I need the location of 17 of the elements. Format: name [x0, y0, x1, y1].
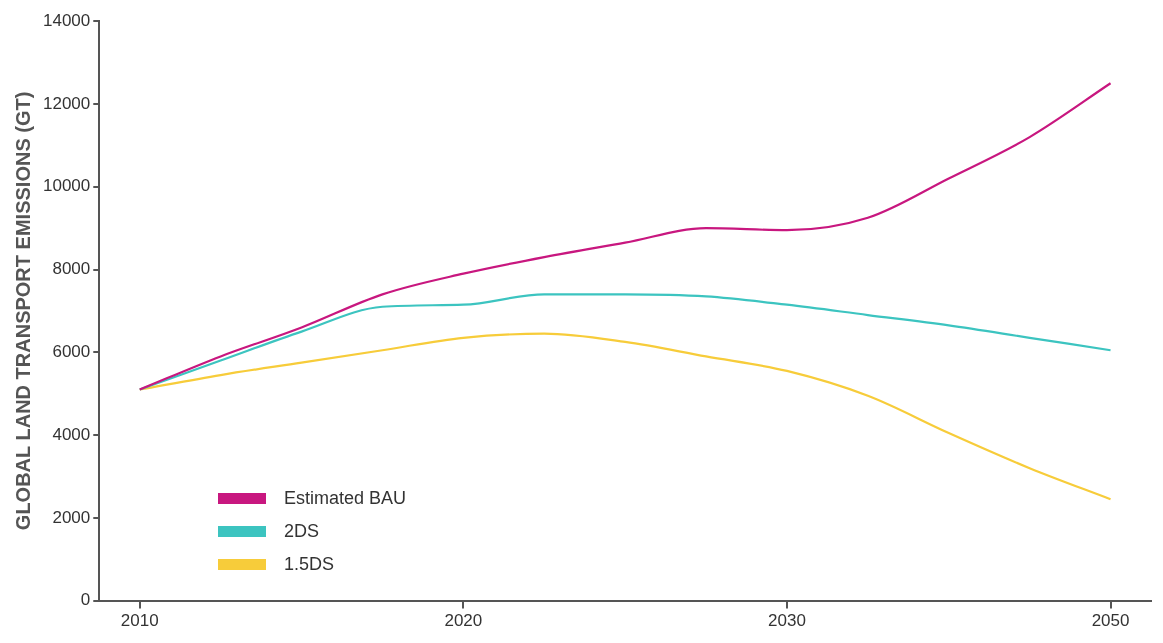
y-tick-label: 2000 — [52, 507, 91, 527]
legend-label: Estimated BAU — [284, 488, 407, 509]
y-tick-label: 10000 — [42, 176, 91, 196]
y-tick-label: 12000 — [42, 93, 91, 113]
line-series — [138, 82, 1112, 391]
x-tick-label: 2020 — [444, 611, 483, 631]
x-tick-label: 2050 — [1091, 611, 1130, 631]
y-tick-label: 6000 — [52, 341, 91, 361]
y-tick-label: 14000 — [42, 10, 91, 30]
legend-label: 1.5DS — [284, 554, 335, 575]
x-tick-label: 2010 — [120, 611, 159, 631]
y-tick-label: 4000 — [52, 424, 91, 444]
y-tick-label: 8000 — [52, 259, 91, 279]
y-tick-label: 0 — [80, 590, 91, 610]
x-tick-label: 2030 — [768, 611, 806, 631]
legend-label: 2DS — [284, 521, 320, 542]
y-axis-title: GLOBAL LAND TRANSPORT EMISSIONS (GT) — [11, 91, 34, 531]
